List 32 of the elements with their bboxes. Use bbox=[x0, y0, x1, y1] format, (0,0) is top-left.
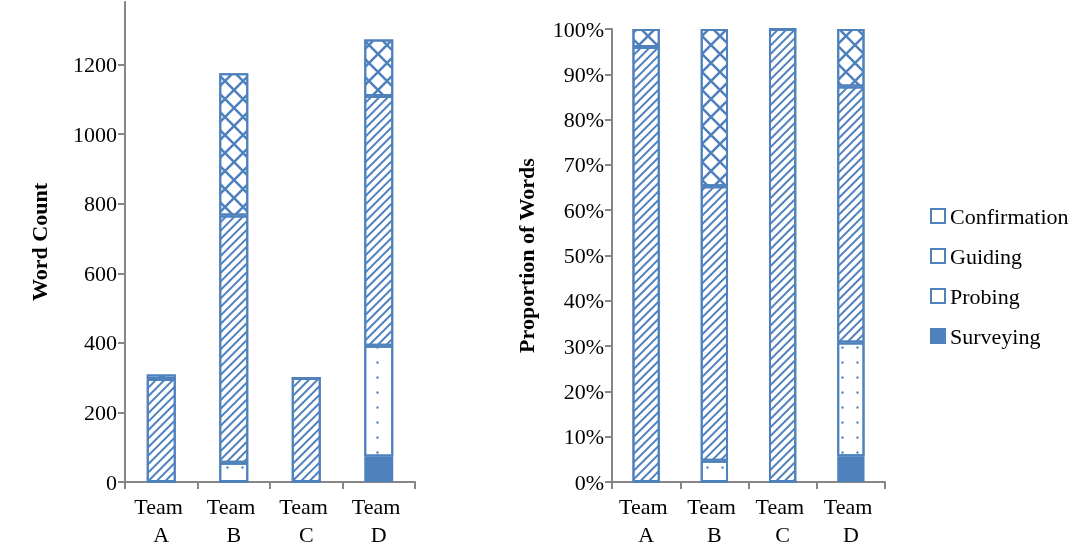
y-tick-label: 70% bbox=[563, 152, 604, 178]
y-tick-label: 0 bbox=[106, 469, 117, 495]
y-tick-label: 400 bbox=[84, 330, 117, 356]
y-tick-label: 200 bbox=[84, 399, 117, 425]
y-tick-label: 40% bbox=[563, 288, 604, 314]
x-tick-label: Team C bbox=[755, 493, 810, 547]
y-tick-label: 0% bbox=[574, 469, 604, 495]
x-tick-label: Team C bbox=[279, 493, 334, 547]
x-tick-label: Team A bbox=[134, 493, 189, 547]
legend-label: Confirmation bbox=[950, 203, 1069, 229]
y-tick-label: 50% bbox=[563, 243, 604, 268]
y-tick-label: 10% bbox=[563, 424, 604, 450]
x-tick-label: Team D bbox=[351, 493, 406, 547]
y-tick-label: 30% bbox=[563, 333, 604, 359]
x-tick-label: Team B bbox=[206, 493, 261, 547]
y-tick-label: 90% bbox=[563, 61, 604, 87]
y-tick-label: 800 bbox=[84, 191, 117, 217]
y-tick-label: 600 bbox=[84, 260, 117, 286]
y-axis-title: Word Count bbox=[26, 182, 52, 301]
y-tick-label: 100% bbox=[552, 16, 604, 42]
legend-label: Probing bbox=[950, 283, 1020, 309]
y-axis-title: Proportion of Words bbox=[513, 157, 539, 353]
y-tick-label: 1200 bbox=[73, 52, 117, 78]
y-tick-label: 1000 bbox=[73, 121, 117, 147]
x-tick-label: Team D bbox=[823, 493, 878, 547]
y-tick-label: 60% bbox=[563, 197, 604, 223]
x-tick-label: Team A bbox=[619, 493, 674, 547]
legend-label: Surveying bbox=[950, 323, 1041, 349]
x-tick-label: Team B bbox=[687, 493, 742, 547]
y-tick-label: 20% bbox=[563, 378, 604, 404]
legend-label: Guiding bbox=[950, 243, 1023, 269]
y-tick-label: 80% bbox=[563, 107, 604, 133]
